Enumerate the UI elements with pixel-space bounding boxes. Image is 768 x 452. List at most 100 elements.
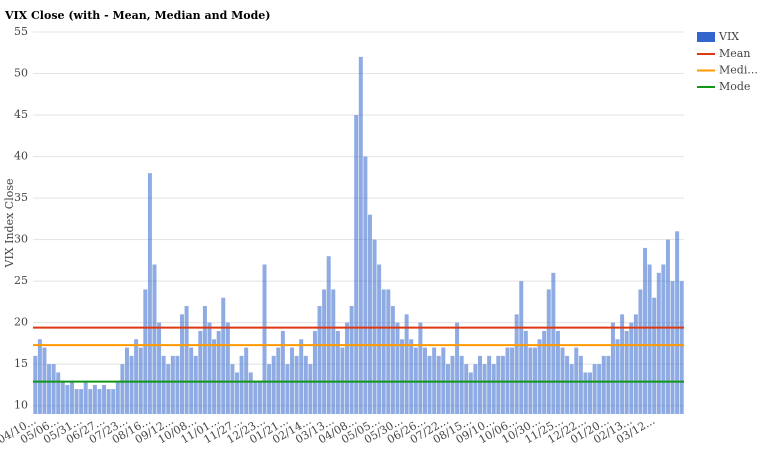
bar [134, 339, 139, 414]
bar [633, 314, 638, 414]
bar [161, 355, 166, 414]
bar [482, 364, 487, 414]
bar [262, 264, 267, 414]
bar [638, 289, 643, 414]
y-tick-label: 10 [14, 399, 28, 412]
bar [377, 264, 382, 414]
bar [514, 314, 519, 414]
bar [551, 272, 556, 414]
bar [331, 289, 336, 414]
bar [523, 330, 528, 414]
bar [542, 330, 547, 414]
bar [477, 355, 482, 414]
bar [79, 389, 84, 414]
bar [92, 384, 97, 414]
bar [675, 231, 680, 414]
bar [308, 364, 313, 414]
bar [583, 372, 588, 414]
bar [129, 355, 134, 414]
bar [601, 355, 606, 414]
y-tick-label: 15 [14, 357, 28, 370]
bar [303, 355, 308, 414]
bar [152, 264, 157, 414]
bar [578, 355, 583, 414]
bar [271, 355, 276, 414]
legend-swatch [697, 32, 715, 42]
bar [230, 364, 235, 414]
bar [56, 372, 61, 414]
bar [143, 289, 148, 414]
bar [468, 372, 473, 414]
bar [656, 272, 661, 414]
legend-label: Mode [719, 80, 750, 93]
bar [418, 322, 423, 414]
bar [198, 330, 203, 414]
bar [60, 380, 65, 414]
bar [239, 355, 244, 414]
bar [620, 314, 625, 414]
bar [464, 364, 469, 414]
bar [569, 364, 574, 414]
bar [280, 330, 285, 414]
bar [546, 289, 551, 414]
y-tick-label: 50 [14, 67, 28, 80]
bar [326, 256, 331, 414]
bar [395, 322, 400, 414]
bar [175, 355, 180, 414]
y-tick-label: 40 [14, 150, 28, 163]
bar [473, 364, 478, 414]
bar [390, 306, 395, 414]
bar [592, 364, 597, 414]
bar [299, 339, 304, 414]
bar [193, 355, 198, 414]
y-axis-title: VIX Index Close [3, 178, 16, 268]
bar [404, 314, 409, 414]
bar [111, 389, 116, 414]
bar [97, 389, 102, 414]
bar [202, 306, 207, 414]
bar [207, 322, 212, 414]
bar [180, 314, 184, 414]
bar [47, 364, 52, 414]
bar [455, 322, 460, 414]
bar [102, 384, 107, 414]
bar [235, 372, 240, 414]
bar [450, 355, 455, 414]
bar [312, 330, 317, 414]
bar [597, 364, 602, 414]
bar [216, 330, 221, 414]
y-tick-label: 30 [14, 233, 28, 246]
bar [670, 281, 675, 414]
bar [184, 306, 189, 414]
bar [652, 297, 657, 414]
y-tick-label: 25 [14, 274, 28, 287]
bar [386, 289, 391, 414]
y-tick-label: 20 [14, 316, 28, 329]
bar [170, 355, 175, 414]
legend-label: Medi... [719, 64, 758, 77]
bar [615, 339, 620, 414]
bar [225, 322, 230, 414]
bar [349, 306, 354, 414]
bar [157, 322, 162, 414]
bar [285, 364, 290, 414]
bar [345, 322, 350, 414]
bar [166, 364, 171, 414]
bar [537, 339, 542, 414]
bar [74, 389, 79, 414]
legend-label: Mean [719, 47, 750, 60]
bar [606, 355, 611, 414]
bar [335, 330, 340, 414]
bar [491, 364, 496, 414]
bar [445, 364, 450, 414]
y-tick-label: 35 [14, 191, 28, 204]
bar [624, 330, 629, 414]
bar [51, 364, 56, 414]
bar [294, 355, 299, 414]
bar [381, 289, 386, 414]
bar [83, 380, 88, 414]
bar [436, 355, 441, 414]
bar [367, 214, 372, 414]
bar [88, 389, 93, 414]
